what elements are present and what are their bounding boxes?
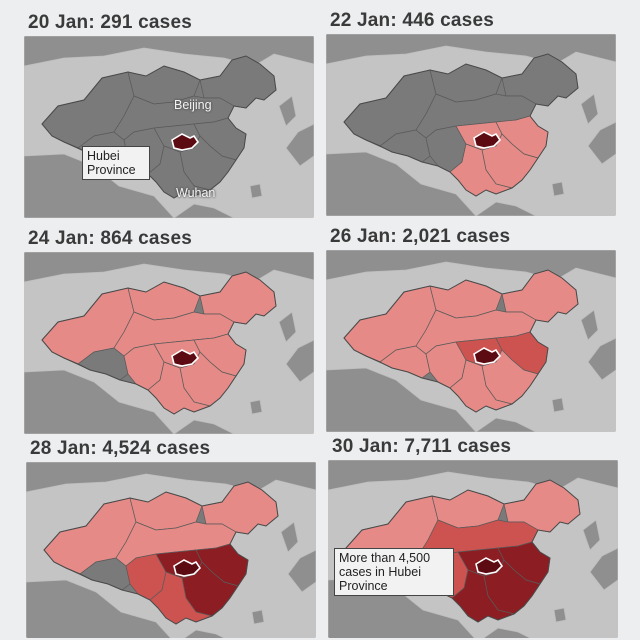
- china-border: [343, 269, 579, 413]
- map-panel-28-jan: 28 Jan: 4,524 cases: [26, 438, 316, 638]
- panel-title: 28 Jan: 4,524 cases: [30, 438, 211, 459]
- map-30-jan: More than 4,500 cases in Hubei Province: [328, 460, 618, 638]
- neighbouring-country: [326, 367, 477, 432]
- china-map-20-jan: [24, 36, 314, 218]
- neighbouring-country: [551, 397, 565, 413]
- neighbouring-country: [589, 547, 618, 591]
- china-border: [43, 481, 279, 625]
- map-24-jan: [24, 252, 314, 434]
- china-border: [343, 53, 579, 197]
- neighbouring-country: [580, 309, 599, 341]
- china-map-30-jan: [328, 460, 618, 638]
- map-28-jan: [26, 462, 316, 638]
- neighbouring-country: [24, 369, 175, 434]
- hubei-note-label: More than 4,500 cases in Hubei Province: [334, 548, 454, 596]
- neighbouring-country: [24, 153, 175, 218]
- neighbouring-country: [173, 419, 235, 434]
- map-26-jan: [326, 250, 616, 432]
- china-map-26-jan: [326, 250, 616, 432]
- panel-title: 24 Jan: 864 cases: [28, 228, 192, 249]
- neighbouring-country: [249, 183, 263, 199]
- neighbouring-country: [280, 521, 299, 553]
- neighbouring-country: [551, 181, 565, 197]
- hubei-province: [473, 347, 502, 365]
- panel-title: 20 Jan: 291 cases: [28, 12, 192, 33]
- map-panel-26-jan: 26 Jan: 2,021 cases: [326, 226, 616, 436]
- neighbouring-country: [278, 311, 297, 343]
- china-map-24-jan: [24, 252, 314, 434]
- neighbouring-country: [475, 201, 537, 216]
- neighbouring-country: [475, 417, 537, 432]
- china-map-28-jan: [26, 462, 316, 638]
- panel-title: 26 Jan: 2,021 cases: [330, 226, 511, 247]
- panel-title: 30 Jan: 7,711 cases: [332, 436, 512, 457]
- neighbouring-country: [553, 607, 567, 623]
- hubei-province: [473, 131, 502, 149]
- hubei-province: [171, 133, 200, 151]
- neighbouring-country: [580, 93, 599, 125]
- neighbouring-country: [285, 123, 314, 167]
- neighbouring-country: [587, 337, 616, 381]
- neighbouring-country: [26, 579, 172, 638]
- map-20-jan: Beijing Hubei Province Wuhan: [24, 36, 314, 218]
- china-border: [41, 271, 277, 415]
- hubei-province: [171, 349, 200, 367]
- neighbouring-country: [285, 339, 314, 383]
- panel-title: 22 Jan: 446 cases: [330, 10, 494, 31]
- neighbouring-country: [249, 399, 263, 415]
- map-panel-22-jan: 22 Jan: 446 cases: [326, 10, 616, 220]
- map-panel-20-jan: 20 Jan: 291 cases Beijing Hubei Province…: [24, 12, 314, 222]
- hubei-province: [475, 557, 504, 575]
- neighbouring-country: [587, 121, 616, 165]
- map-panel-30-jan: 30 Jan: 7,711 cases More than 4,500 case…: [328, 436, 618, 638]
- neighbouring-country: [183, 629, 225, 638]
- hubei-province: [173, 559, 202, 577]
- beijing-label: Beijing: [174, 98, 212, 112]
- neighbouring-country: [326, 151, 477, 216]
- neighbouring-country: [582, 519, 601, 551]
- map-panel-24-jan: 24 Jan: 864 cases: [24, 228, 314, 438]
- neighbouring-country: [251, 609, 265, 625]
- map-22-jan: [326, 34, 616, 216]
- hubei-province-label: Hubei Province: [82, 146, 150, 180]
- neighbouring-country: [483, 627, 531, 638]
- neighbouring-country: [278, 95, 297, 127]
- neighbouring-country: [173, 203, 235, 218]
- china-map-22-jan: [326, 34, 616, 216]
- wuhan-label: Wuhan: [176, 186, 216, 200]
- neighbouring-country: [287, 549, 316, 593]
